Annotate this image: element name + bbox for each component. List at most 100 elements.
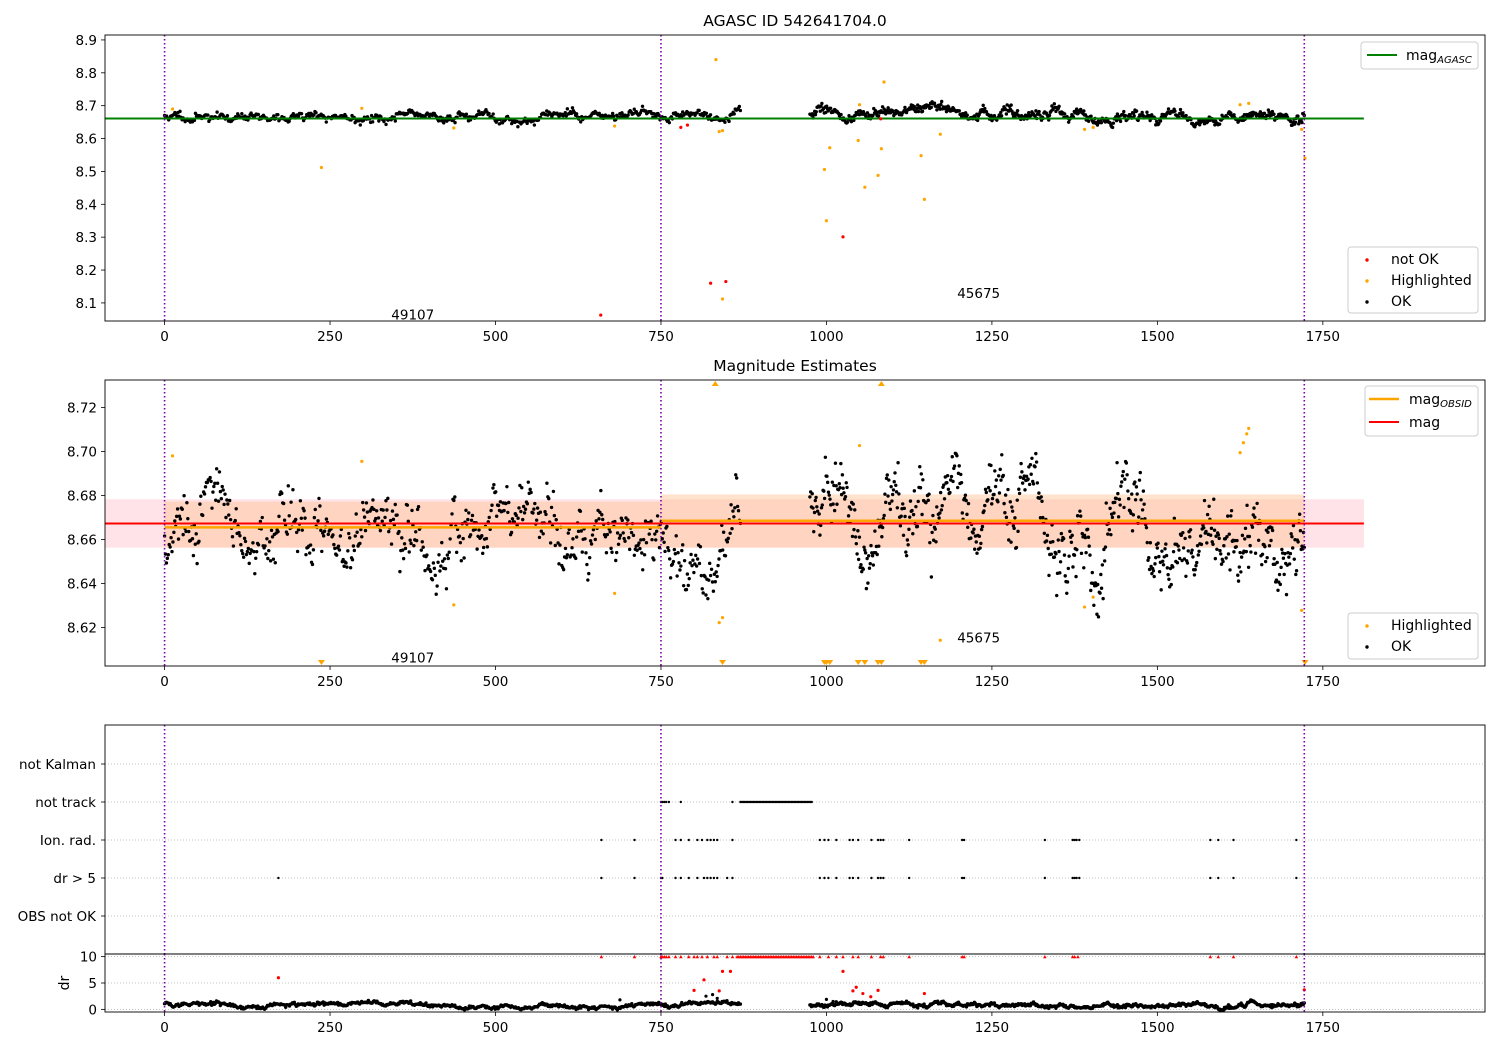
ok-point: [632, 107, 636, 111]
ok-point: [1033, 114, 1037, 118]
ok-point: [469, 518, 474, 523]
ok-point: [641, 537, 646, 542]
ok-point: [701, 591, 705, 595]
ok-point: [537, 535, 542, 540]
y-tick-label: 8.5: [76, 164, 97, 180]
ok-point: [1004, 515, 1009, 520]
ok-point: [541, 532, 545, 536]
ok-point: [1275, 560, 1279, 565]
ok-point: [490, 503, 494, 507]
ok-point: [1131, 513, 1136, 517]
ok-point: [287, 514, 291, 518]
ok-point: [531, 511, 535, 515]
ok-point: [667, 557, 672, 561]
ok-point: [201, 513, 205, 518]
ok-point: [903, 105, 907, 110]
highlighted-point: [613, 124, 617, 128]
ok-point: [544, 512, 548, 517]
ok-point: [885, 473, 889, 477]
ok-point: [830, 480, 835, 484]
ok-point: [1219, 552, 1223, 556]
ok-point: [1034, 109, 1038, 113]
obsid-label: 45675: [957, 630, 1000, 646]
ok-point: [276, 112, 280, 117]
ok-point: [1003, 493, 1008, 497]
y-tick-label: 5: [88, 976, 97, 992]
ok-point: [642, 553, 647, 557]
legend-label-mag-obsid: mag: [1409, 392, 1440, 408]
ok-point: [492, 482, 496, 487]
ok-point: [1147, 556, 1151, 560]
ok-point: [458, 540, 463, 545]
ok-point: [1120, 474, 1125, 478]
ok-point: [346, 549, 350, 553]
flag-category-label: dr > 5: [53, 871, 96, 887]
ok-point: [946, 487, 951, 491]
ok-point: [570, 106, 575, 110]
flag-point: [1078, 876, 1081, 880]
ok-point: [258, 519, 263, 524]
flag-point: [1232, 876, 1235, 880]
ok-point: [324, 517, 329, 521]
flag-point: [716, 876, 719, 880]
ok-point: [667, 548, 671, 553]
ok-point: [929, 575, 934, 579]
ok-point: [353, 534, 357, 538]
ok-point: [916, 499, 920, 504]
x-tick-label: 750: [648, 1020, 674, 1036]
ok-point: [1253, 551, 1258, 555]
ok-point: [896, 461, 900, 465]
ok-point: [525, 502, 530, 506]
ok-point: [569, 111, 574, 116]
ok-point: [213, 481, 217, 486]
ok-point: [1137, 478, 1142, 482]
flag-point: [1217, 876, 1220, 880]
ok-point: [1165, 566, 1170, 570]
ok-point: [654, 538, 658, 542]
ok-point: [225, 498, 229, 502]
flag-point: [1209, 876, 1212, 880]
ok-point: [884, 500, 888, 505]
not-ok-point: [724, 279, 728, 284]
ok-point: [569, 553, 573, 557]
ok-point: [676, 550, 680, 555]
ok-point: [389, 542, 394, 546]
ok-point: [1182, 557, 1187, 561]
ok-point: [915, 524, 920, 529]
ok-point: [1095, 612, 1099, 616]
ok-point: [484, 536, 489, 541]
ok-point: [307, 551, 312, 555]
flag-point: [1075, 876, 1078, 880]
ok-point: [916, 103, 920, 107]
flag-point: [687, 876, 690, 880]
ok-point: [443, 566, 448, 571]
ok-point: [538, 510, 543, 514]
ok-point: [464, 112, 469, 116]
ok-point: [1278, 582, 1283, 587]
ok-point: [587, 555, 592, 560]
ok-point: [632, 553, 637, 557]
ok-point: [1155, 546, 1159, 550]
plot-frame: [104, 379, 1486, 667]
ok-point: [990, 502, 994, 506]
ok-point: [1287, 555, 1291, 559]
ok-point: [945, 480, 949, 485]
ok-point: [955, 485, 960, 490]
dr-axis-label: dr: [57, 975, 73, 990]
ok-point: [1047, 573, 1051, 578]
ok-point: [684, 587, 689, 592]
ok-point: [1080, 531, 1084, 536]
ok-point: [1294, 572, 1298, 577]
ok-point: [838, 486, 842, 490]
ok-point: [1297, 512, 1302, 516]
ok-point: [927, 492, 931, 496]
ok-point: [1034, 451, 1038, 456]
ok-point: [296, 114, 301, 119]
ok-point: [920, 109, 925, 114]
ok-point: [347, 531, 351, 536]
ok-point: [1157, 569, 1162, 574]
ok-point: [1202, 498, 1207, 503]
ok-point: [930, 530, 934, 535]
ok-point: [862, 545, 866, 549]
ok-point: [723, 120, 727, 124]
